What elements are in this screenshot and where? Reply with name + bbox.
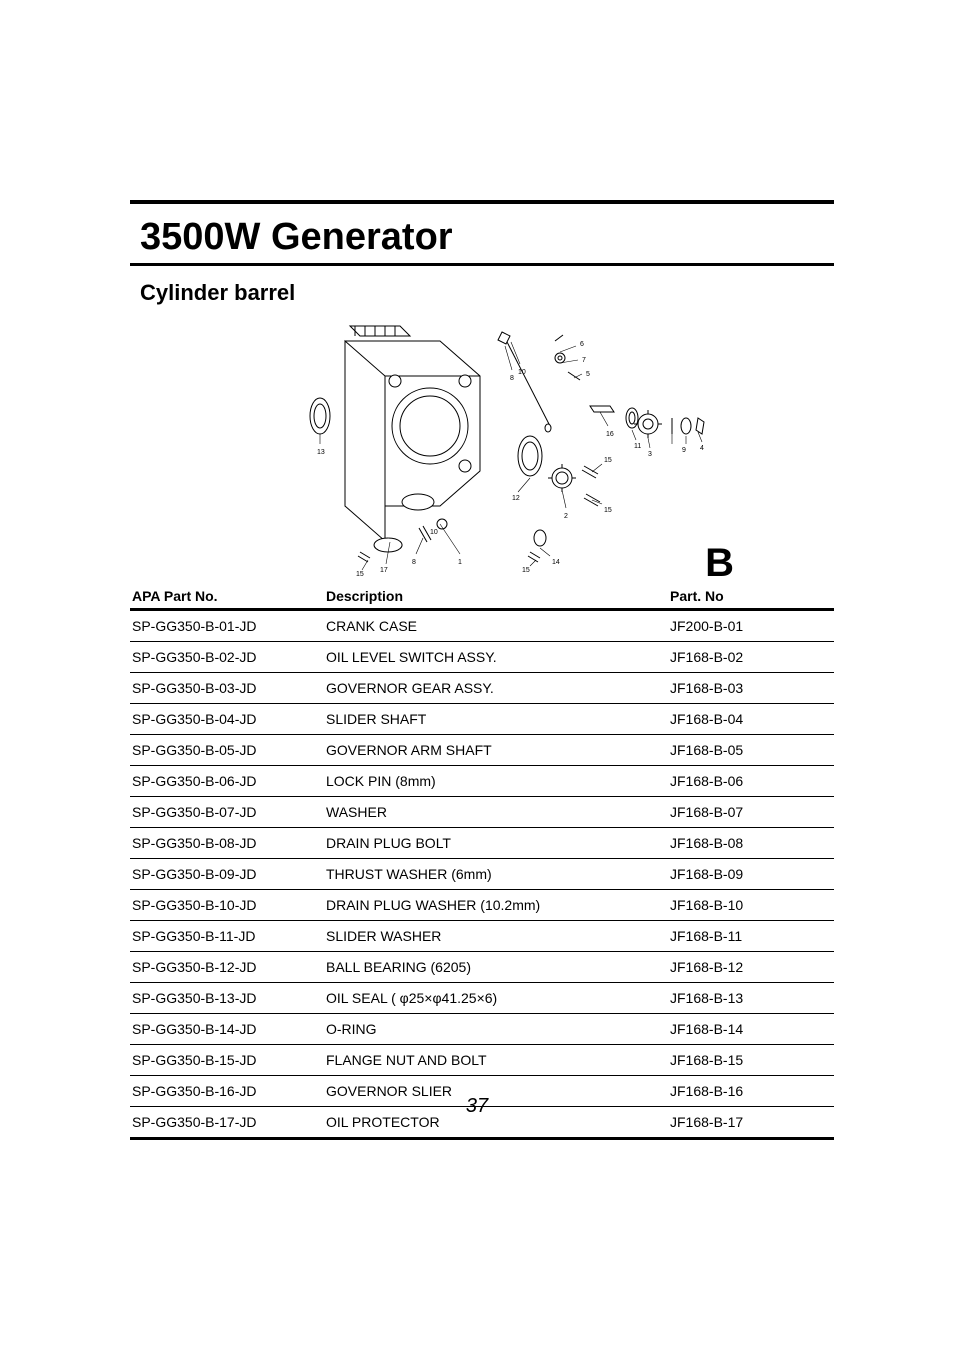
table-row: SP-GG350-B-15-JDFLANGE NUT AND BOLTJF168… [130,1045,834,1076]
cell-part: JF200-B-01 [668,610,834,642]
callout-1: 1 [458,559,462,566]
callout-12: 12 [512,495,520,502]
cell-desc: DRAIN PLUG WASHER (10.2mm) [324,890,668,921]
cell-part: JF168-B-03 [668,673,834,704]
cell-part: JF168-B-09 [668,859,834,890]
callout-9: 9 [682,447,686,454]
cell-desc: SLIDER WASHER [324,921,668,952]
cell-apa: SP-GG350-B-10-JD [130,890,324,921]
title-rule-bottom [130,263,834,266]
cell-apa: SP-GG350-B-15-JD [130,1045,324,1076]
callout-3: 3 [648,451,652,458]
callout-4: 4 [700,445,704,452]
cell-part: JF168-B-13 [668,983,834,1014]
callout-10: 10 [430,529,438,536]
cell-apa: SP-GG350-B-04-JD [130,704,324,735]
cell-part: JF168-B-12 [668,952,834,983]
section-letter: B [705,541,734,586]
cell-desc: DRAIN PLUG BOLT [324,828,668,859]
col-header-apa: APA Part No. [130,584,324,610]
diagram-container: 13 1 8 10 17 15 8 10 6 7 5 12 2 14 15 15… [130,300,834,580]
cell-desc: OIL SEAL ( φ25×φ41.25×6) [324,983,668,1014]
table-row: SP-GG350-B-14-JDO-RINGJF168-B-14 [130,1014,834,1045]
cell-apa: SP-GG350-B-08-JD [130,828,324,859]
table-row: SP-GG350-B-01-JDCRANK CASEJF200-B-01 [130,610,834,642]
cell-apa: SP-GG350-B-13-JD [130,983,324,1014]
callout-16: 16 [606,431,614,438]
table-row: SP-GG350-B-11-JDSLIDER WASHERJF168-B-11 [130,921,834,952]
table-row: SP-GG350-B-04-JDSLIDER SHAFTJF168-B-04 [130,704,834,735]
callout-2: 2 [564,513,568,520]
cell-apa: SP-GG350-B-06-JD [130,766,324,797]
cell-desc: FLANGE NUT AND BOLT [324,1045,668,1076]
cell-apa: SP-GG350-B-14-JD [130,1014,324,1045]
cell-desc: O-RING [324,1014,668,1045]
table-row: SP-GG350-B-10-JDDRAIN PLUG WASHER (10.2m… [130,890,834,921]
table-row: SP-GG350-B-03-JDGOVERNOR GEAR ASSY.JF168… [130,673,834,704]
callout-7: 7 [582,357,586,364]
cell-part: JF168-B-05 [668,735,834,766]
cell-desc: GOVERNOR GEAR ASSY. [324,673,668,704]
cell-part: JF168-B-04 [668,704,834,735]
col-header-desc: Description [324,584,668,610]
callout-6: 6 [580,341,584,348]
cell-apa: SP-GG350-B-03-JD [130,673,324,704]
cell-desc: OIL LEVEL SWITCH ASSY. [324,642,668,673]
cell-desc: LOCK PIN (8mm) [324,766,668,797]
table-row: SP-GG350-B-12-JDBALL BEARING (6205)JF168… [130,952,834,983]
cell-apa: SP-GG350-B-11-JD [130,921,324,952]
cell-desc: WASHER [324,797,668,828]
cell-desc: BALL BEARING (6205) [324,952,668,983]
callout-14: 14 [552,559,560,566]
cell-part: JF168-B-07 [668,797,834,828]
table-row: SP-GG350-B-02-JDOIL LEVEL SWITCH ASSY.JF… [130,642,834,673]
callout-11: 11 [634,443,641,450]
cell-apa: SP-GG350-B-09-JD [130,859,324,890]
exploded-diagram: 13 1 8 10 17 15 8 10 6 7 5 12 2 14 15 15… [290,306,710,576]
title-rule-top [130,200,834,204]
callout-15c: 15 [604,507,612,514]
cell-desc: CRANK CASE [324,610,668,642]
callout-5: 5 [586,371,590,378]
cell-desc: SLIDER SHAFT [324,704,668,735]
table-row: SP-GG350-B-06-JDLOCK PIN (8mm)JF168-B-06 [130,766,834,797]
page-number: 37 [0,1095,954,1118]
parts-table: APA Part No. Description Part. No SP-GG3… [130,584,834,1140]
callout-15b: 15 [604,457,612,464]
callout-13: 13 [317,449,325,456]
cell-part: JF168-B-02 [668,642,834,673]
cell-apa: SP-GG350-B-12-JD [130,952,324,983]
page: 3500W Generator Cylinder barrel [0,0,954,1348]
callout-15d: 15 [522,567,530,574]
cell-apa: SP-GG350-B-02-JD [130,642,324,673]
table-row: SP-GG350-B-13-JDOIL SEAL ( φ25×φ41.25×6)… [130,983,834,1014]
callout-8: 8 [412,559,416,566]
cell-part: JF168-B-10 [668,890,834,921]
page-title: 3500W Generator [130,210,834,263]
table-row: SP-GG350-B-05-JDGOVERNOR ARM SHAFTJF168-… [130,735,834,766]
cell-part: JF168-B-15 [668,1045,834,1076]
table-row: SP-GG350-B-07-JDWASHERJF168-B-07 [130,797,834,828]
callout-8b: 8 [510,375,514,382]
cell-desc: THRUST WASHER (6mm) [324,859,668,890]
callout-15: 15 [356,571,364,576]
cell-apa: SP-GG350-B-07-JD [130,797,324,828]
cell-desc: GOVERNOR ARM SHAFT [324,735,668,766]
table-header-row: APA Part No. Description Part. No [130,584,834,610]
cell-apa: SP-GG350-B-05-JD [130,735,324,766]
cell-part: JF168-B-06 [668,766,834,797]
cell-part: JF168-B-11 [668,921,834,952]
cell-apa: SP-GG350-B-01-JD [130,610,324,642]
col-header-part: Part. No [668,584,834,610]
table-row: SP-GG350-B-09-JDTHRUST WASHER (6mm)JF168… [130,859,834,890]
table-row: SP-GG350-B-08-JDDRAIN PLUG BOLTJF168-B-0… [130,828,834,859]
callout-10b: 10 [518,369,526,376]
cell-part: JF168-B-14 [668,1014,834,1045]
callout-17: 17 [380,567,388,574]
cell-part: JF168-B-08 [668,828,834,859]
